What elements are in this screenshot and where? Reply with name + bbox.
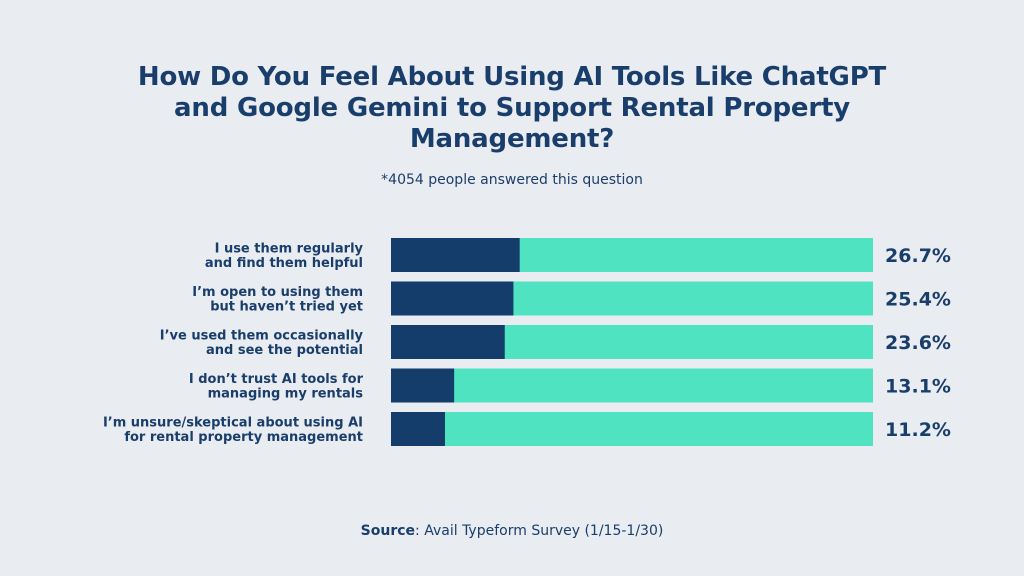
category-label: but haven’t tried yet xyxy=(210,299,363,314)
bar xyxy=(391,238,520,272)
category-label: I’m unsure/skeptical about using AI xyxy=(103,415,363,430)
category-label: and find them helpful xyxy=(205,256,363,271)
value-label: 13.1% xyxy=(885,376,951,398)
chart-subtitle: *4054 people answered this question xyxy=(381,172,643,188)
value-label: 11.2% xyxy=(885,419,951,441)
bar xyxy=(391,281,514,316)
category-label: I use them regularly xyxy=(215,241,364,256)
value-label: 25.4% xyxy=(885,289,951,311)
value-label: 23.6% xyxy=(885,332,951,354)
bar xyxy=(391,325,505,359)
category-label: I don’t trust AI tools for xyxy=(189,372,364,387)
bar-track xyxy=(391,412,873,446)
value-label: 26.7% xyxy=(885,245,951,267)
category-label: I’ve used them occasionally xyxy=(160,328,364,343)
source-text: : Avail Typeform Survey (1/15-1/30) xyxy=(415,523,664,539)
category-label: managing my rentals xyxy=(208,386,364,401)
category-label: for rental property management xyxy=(124,430,363,445)
category-label: and see the potential xyxy=(206,343,363,358)
source-note: Source: Avail Typeform Survey (1/15-1/30… xyxy=(212,523,812,539)
bar-track xyxy=(391,368,873,403)
bar xyxy=(391,368,455,403)
bar xyxy=(391,412,445,446)
chart-title: How Do You Feel About Using AI Tools Lik… xyxy=(137,62,887,154)
category-label: I’m open to using them xyxy=(192,285,363,300)
source-label: Source xyxy=(360,523,416,539)
